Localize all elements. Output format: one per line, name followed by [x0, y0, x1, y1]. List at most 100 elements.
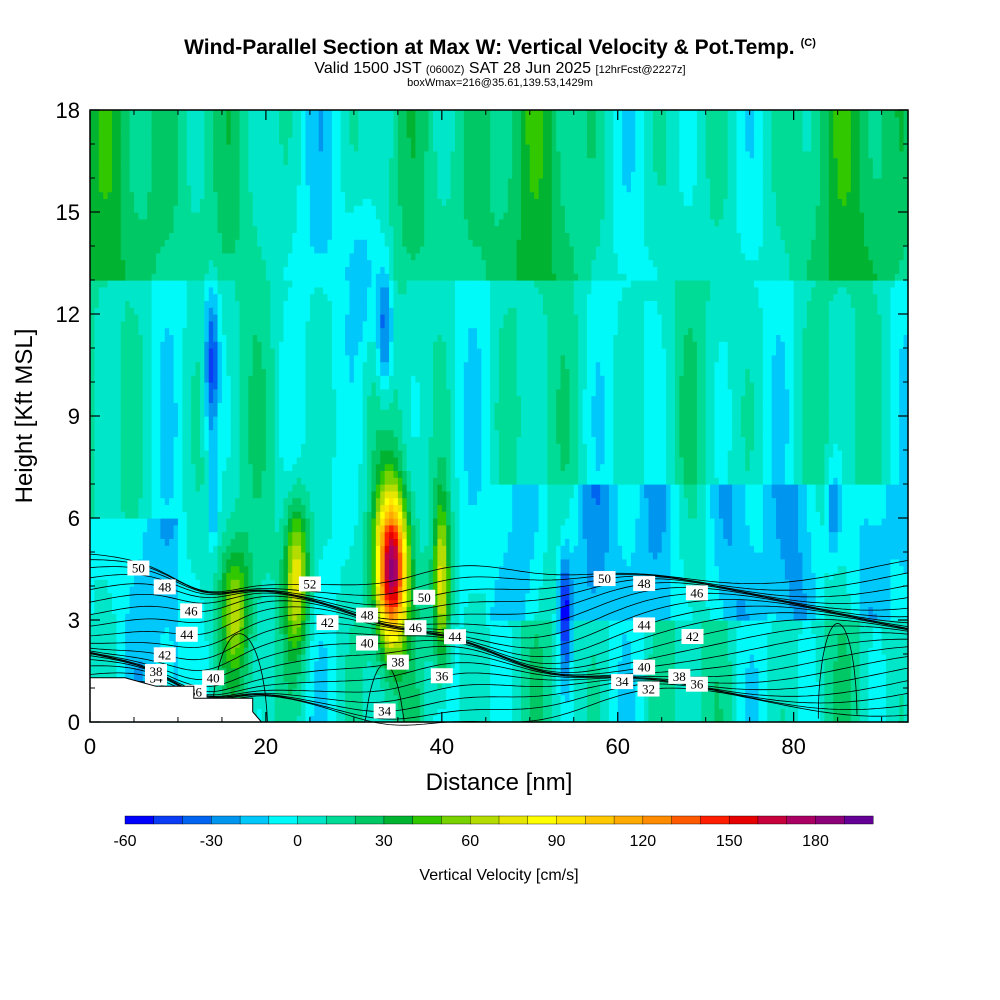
velocity-cell [842, 633, 848, 641]
velocity-cell [529, 572, 535, 580]
velocity-cell [586, 586, 592, 594]
velocity-cell [736, 552, 742, 560]
velocity-cell [309, 552, 315, 560]
velocity-cell [380, 681, 386, 689]
velocity-cell [252, 701, 258, 709]
velocity-cell [630, 592, 636, 601]
velocity-cell [239, 565, 245, 573]
velocity-cell [507, 667, 513, 675]
velocity-cell [806, 654, 812, 662]
velocity-cell [666, 701, 672, 709]
velocity-cell [283, 626, 289, 635]
velocity-cell [287, 660, 293, 669]
velocity-cell [463, 538, 469, 546]
velocity-cell [191, 654, 197, 662]
velocity-cell [828, 558, 834, 567]
velocity-cell [261, 545, 267, 553]
velocity-cell [371, 538, 377, 546]
velocity-cell [191, 592, 197, 601]
velocity-cell [740, 538, 746, 546]
velocity-cell [173, 667, 179, 675]
velocity-cell [331, 660, 337, 669]
velocity-cell [661, 667, 667, 675]
velocity-cell [331, 715, 337, 723]
velocity-cell [833, 592, 839, 601]
velocity-cell [411, 579, 417, 587]
velocity-cell [384, 579, 390, 587]
velocity-cell [283, 681, 289, 689]
velocity-cell [296, 538, 302, 546]
velocity-cell [683, 538, 689, 546]
velocity-cell [696, 599, 702, 607]
velocity-cell [780, 694, 786, 703]
velocity-cell [864, 633, 870, 641]
velocity-cell [850, 572, 856, 580]
velocity-cell [754, 565, 760, 573]
velocity-cell [740, 688, 746, 696]
velocity-cell [551, 674, 557, 682]
velocity-cell [490, 552, 496, 560]
velocity-cell [806, 586, 812, 594]
velocity-cell [622, 701, 628, 709]
velocity-cell [525, 708, 531, 716]
velocity-cell [243, 688, 249, 696]
velocity-cell [433, 681, 439, 689]
velocity-cell [710, 538, 716, 546]
velocity-cell [710, 626, 716, 635]
velocity-cell [226, 558, 232, 567]
velocity-cell [327, 592, 333, 601]
velocity-cell [626, 599, 632, 607]
velocity-cell [345, 579, 351, 587]
velocity-cell [481, 694, 487, 703]
velocity-cell [375, 552, 381, 560]
velocity-cell [701, 688, 707, 696]
velocity-cell [842, 654, 848, 662]
velocity-cell [754, 538, 760, 546]
velocity-cell [556, 715, 562, 723]
velocity-cell [635, 647, 641, 655]
velocity-cell [520, 626, 526, 635]
velocity-cell [129, 660, 135, 669]
velocity-cell [538, 654, 544, 662]
velocity-cell [613, 592, 619, 601]
velocity-cell [784, 592, 790, 601]
velocity-cell [736, 647, 742, 655]
velocity-cell [265, 599, 271, 607]
velocity-cell [353, 694, 359, 703]
velocity-cell [235, 681, 241, 689]
velocity-cell [142, 538, 148, 546]
velocity-cell [622, 613, 628, 621]
velocity-cell [468, 626, 474, 635]
velocity-cell [485, 688, 491, 696]
velocity-cell [881, 681, 887, 689]
velocity-cell [534, 674, 540, 682]
velocity-cell [301, 545, 307, 553]
velocity-cell [784, 654, 790, 662]
velocity-cell [406, 654, 412, 662]
velocity-cell [133, 613, 139, 621]
velocity-cell [520, 633, 526, 641]
velocity-cell [424, 626, 430, 635]
velocity-cell [125, 633, 131, 641]
velocity-cell [116, 660, 122, 669]
velocity-cell [455, 715, 461, 723]
velocity-cell [670, 694, 676, 703]
velocity-cell [745, 613, 751, 621]
velocity-cell [230, 572, 236, 580]
velocity-cell [468, 660, 474, 669]
velocity-cell [784, 586, 790, 594]
velocity-cell [389, 545, 395, 553]
velocity-cell [235, 599, 241, 607]
velocity-cell [688, 545, 694, 553]
velocity-cell [648, 613, 654, 621]
velocity-cell [877, 599, 883, 607]
velocity-cell [129, 545, 135, 553]
velocity-cell [789, 626, 795, 635]
velocity-cell [362, 592, 368, 601]
velocity-cell [569, 545, 575, 553]
velocity-cell [899, 660, 905, 669]
velocity-cell [309, 681, 315, 689]
velocity-cell [485, 592, 491, 601]
velocity-cell [129, 626, 135, 635]
velocity-cell [666, 654, 672, 662]
